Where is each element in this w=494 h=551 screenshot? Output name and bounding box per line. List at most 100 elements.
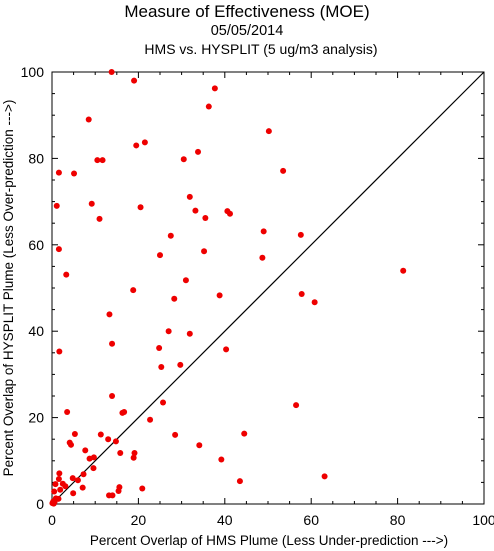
x-tick-label: 40 [217,512,233,528]
data-point [192,207,199,214]
data-point [106,311,113,318]
data-point [259,254,266,261]
data-point [298,291,305,298]
x-tick-label: 60 [303,512,319,528]
data-point [105,436,112,443]
data-point [182,277,189,284]
data-point [201,248,208,255]
y-tick-labels: 0 20 40 60 80 100 [21,64,45,512]
data-point [108,69,115,75]
data-point [94,157,101,164]
data-point [53,202,60,209]
data-point [86,455,93,462]
data-point [171,295,178,302]
data-point [62,483,69,490]
data-point [79,484,86,491]
y-tick-label: 40 [28,323,44,339]
data-point [195,148,202,155]
data-point [133,142,140,149]
data-point [55,169,62,176]
data-point [68,441,75,448]
data-point [74,477,81,484]
y-tick-label: 60 [28,237,44,253]
data-points [49,69,407,507]
data-point [196,442,203,449]
data-point [57,486,64,493]
data-point [131,77,138,84]
data-point [265,128,272,135]
data-point [69,475,76,482]
data-point [137,204,144,211]
data-point [130,287,137,294]
y-tick-label: 0 [36,496,44,512]
data-point [167,232,174,239]
data-point [186,330,193,337]
x-tick-label: 100 [472,512,494,528]
data-point [130,454,137,461]
data-point [311,299,318,306]
x-tick-labels: 0 20 40 60 80 100 [48,512,494,528]
data-point [172,431,179,438]
data-point [63,271,70,278]
data-point [109,393,116,399]
data-point [64,408,71,415]
data-point [186,193,193,200]
chart-subtitle: HMS vs. HYSPLIT (5 ug/m3 analysis) [144,41,377,57]
y-axis-label: Percent Overlap of HYSPLIT Plume (Less O… [1,100,16,477]
data-point [205,103,212,110]
data-point [52,481,59,488]
data-point [139,485,146,492]
data-point [51,488,58,495]
data-point [131,450,138,457]
y-tick-label: 80 [28,150,44,166]
data-point [236,478,243,485]
x-axis-label: Percent Overlap of HMS Plume (Less Under… [90,533,448,548]
x-tick-label: 20 [131,512,147,528]
data-point [71,431,78,438]
data-point [56,470,63,477]
plot-area [49,69,485,507]
data-point [85,116,92,123]
axis-ticks [51,71,485,505]
data-point [218,456,225,463]
data-point [141,139,148,146]
chart-title: Measure of Effectiveness (MOE) [124,2,369,21]
data-point [88,200,95,207]
data-point [216,292,223,299]
data-point [90,465,97,472]
one-to-one-reference-line [51,71,485,505]
data-point [160,399,167,406]
y-tick-label: 100 [21,64,45,80]
data-point [158,364,165,371]
data-point [109,492,116,499]
data-point [99,157,106,164]
data-point [55,246,62,253]
data-point [80,471,87,478]
data-point [321,473,328,480]
data-point [297,231,304,238]
data-point [96,215,103,222]
data-point [400,267,407,274]
y-tick-label: 20 [28,410,44,426]
data-point [180,156,187,163]
data-point [70,490,77,497]
x-tick-label: 0 [48,512,56,528]
data-point [82,447,89,454]
data-point [55,475,62,482]
data-point [280,167,287,174]
data-point [119,409,126,416]
data-point [115,488,122,495]
data-point [156,345,163,352]
data-point [50,500,57,507]
chart-date: 05/05/2014 [211,23,284,39]
data-point [293,402,300,409]
data-point [165,328,172,335]
data-point [147,416,154,423]
data-point [109,340,116,347]
data-point [226,210,233,217]
data-point [177,361,184,368]
data-point [260,228,267,235]
data-point [56,348,63,355]
data-point [117,450,124,457]
